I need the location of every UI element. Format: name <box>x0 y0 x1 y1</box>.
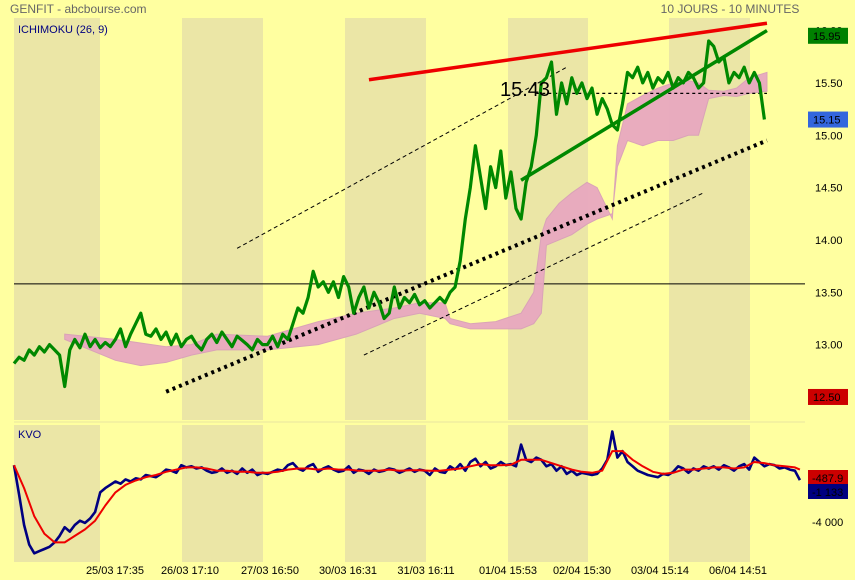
day-band-main <box>345 18 426 420</box>
x-tick-label: 06/04 14:51 <box>709 565 767 577</box>
price-label-text: 12.50 <box>813 392 841 404</box>
price-label-box <box>808 388 848 405</box>
y-tick-label: 13.00 <box>815 340 843 352</box>
x-tick-label: 26/03 17:10 <box>161 565 219 577</box>
day-band-kvo <box>669 425 750 562</box>
kvo-value-label: -487.9 <box>812 473 843 485</box>
price-label-box <box>808 111 848 128</box>
y-tick-label: 15.50 <box>815 78 843 90</box>
chart-source-title: GENFIT - abcbourse.com <box>10 2 147 16</box>
price-annotation: 15.43 <box>500 79 550 101</box>
y-tick-label: 15.00 <box>815 130 843 142</box>
ichimoku-cloud <box>64 71 768 367</box>
ichimoku-indicator-label: ICHIMOKU (26, 9) <box>18 24 108 36</box>
kvo-y-tick-label: -4 000 <box>812 517 843 529</box>
price-label-box <box>808 27 848 44</box>
day-band-kvo <box>182 425 263 562</box>
kvo-value-label: -1 133 <box>812 487 843 499</box>
x-tick-label: 25/03 17:35 <box>86 565 144 577</box>
day-band-kvo <box>345 425 426 562</box>
x-tick-label: 02/04 15:30 <box>553 565 611 577</box>
price-series <box>12 39 766 389</box>
price-value-labels: 15.95 15.15 12.50 <box>808 27 848 405</box>
day-band-main <box>14 18 100 420</box>
price-line <box>12 39 766 389</box>
x-tick-label: 03/04 15:14 <box>631 565 689 577</box>
kvo-indicator-label: KVO <box>18 429 42 441</box>
cloud-area <box>64 71 768 367</box>
x-tick-label: 27/03 16:50 <box>241 565 299 577</box>
x-tick-label: 30/03 16:31 <box>319 565 377 577</box>
y-tick-label: 14.00 <box>815 235 843 247</box>
x-tick-label: 31/03 16:11 <box>397 565 454 577</box>
trend-lines <box>165 21 768 394</box>
trend-line-resistance <box>368 21 768 82</box>
kvo-line-signal <box>13 450 801 544</box>
kvo-value-box <box>808 484 848 499</box>
kvo-series <box>12 430 802 555</box>
x-axis-ticks: 25/03 17:35 26/03 17:10 27/03 16:50 30/03 1… <box>86 565 767 577</box>
kvo-value-box <box>808 470 848 485</box>
y-tick-label: 13.50 <box>815 287 843 299</box>
chart-period-label: 10 JOURS - 10 MINUTES <box>660 2 800 16</box>
day-band-main <box>182 18 263 420</box>
trend-line-upper-channel-green <box>520 29 768 182</box>
chart-borders <box>14 283 805 423</box>
kvo-y-axis-ticks: -487.9 -1 133 -4 000 <box>808 470 848 529</box>
x-tick-label: 01/04 15:53 <box>479 565 537 577</box>
y-tick-label: 14.50 <box>815 183 843 195</box>
price-label-text: 15.95 <box>813 31 841 43</box>
price-label-text: 15.15 <box>813 115 841 127</box>
